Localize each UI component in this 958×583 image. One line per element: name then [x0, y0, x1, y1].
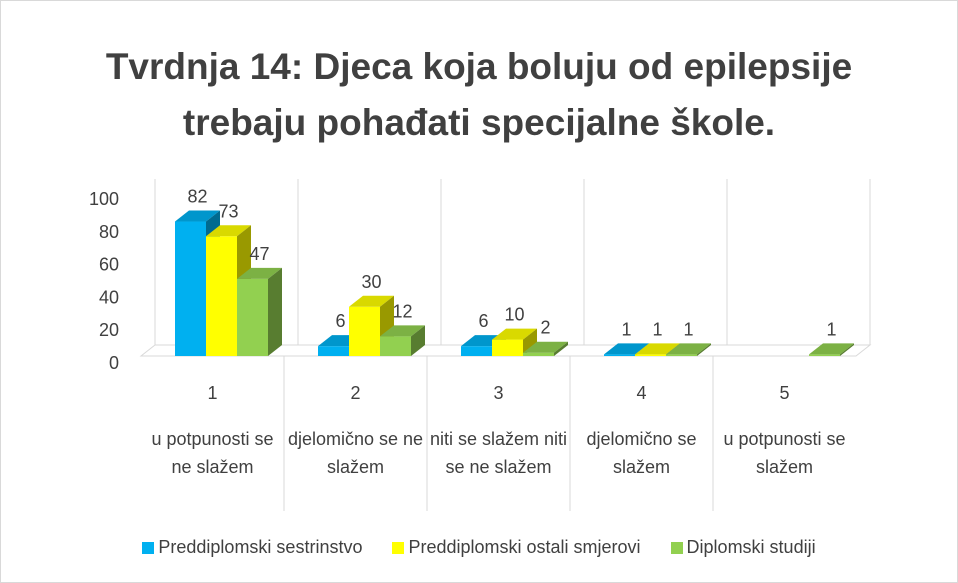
bar-front — [461, 346, 492, 356]
legend-label: Preddiplomski sestrinstvo — [158, 537, 363, 557]
bar-top — [492, 328, 537, 340]
bar-top — [380, 325, 425, 337]
data-label: 82 — [187, 187, 207, 207]
category-description: u potpunosti se ne slažem — [151, 429, 274, 477]
bar-front — [206, 236, 237, 356]
category-description: u potpunosti se slažem — [723, 429, 846, 477]
bar-front — [604, 354, 635, 356]
x-tick-label: 1 — [207, 383, 218, 403]
y-tick-label: 40 — [99, 287, 119, 307]
bar-front — [349, 306, 380, 356]
x-tick-label: 4 — [636, 383, 647, 403]
bar-front — [492, 339, 523, 356]
data-label: 47 — [249, 244, 269, 264]
bar-top — [175, 210, 220, 222]
legend-swatch — [142, 541, 155, 554]
bar-side — [840, 343, 854, 356]
data-label: 1 — [621, 319, 631, 339]
legend-label: Diplomski studiji — [686, 537, 816, 557]
bar-top — [237, 267, 282, 279]
bar-top — [809, 343, 854, 355]
legend-swatch — [670, 541, 683, 554]
category-description: djelomično se ne slažem — [287, 429, 424, 477]
bar — [666, 343, 711, 356]
legend-item: Preddiplomski sestrinstvo — [142, 537, 362, 558]
bar — [523, 341, 568, 356]
y-tick-label: 20 — [99, 320, 119, 340]
bar-front — [237, 278, 268, 356]
data-label: 73 — [218, 201, 238, 221]
bar-top — [604, 343, 649, 355]
bar — [809, 343, 854, 356]
y-tick-label: 0 — [109, 353, 119, 373]
y-tick-label: 60 — [99, 255, 119, 275]
legend-item: Preddiplomski ostali smjerovi — [392, 537, 641, 558]
bar-side — [523, 328, 537, 356]
bar-side — [411, 325, 425, 356]
bar-top — [206, 225, 251, 237]
bar-top — [666, 343, 711, 355]
y-tick-label: 80 — [99, 222, 119, 242]
chart-title: Tvrdnja 14: Djeca koja boluju od epileps… — [105, 46, 853, 143]
bar — [492, 328, 537, 356]
legend: Preddiplomski sestrinstvo Preddiplomski o… — [1, 537, 957, 558]
data-label: 1 — [652, 319, 662, 339]
bar — [380, 325, 425, 356]
bar-side — [554, 341, 568, 356]
bar-top — [635, 343, 680, 355]
bar-front — [635, 354, 666, 356]
bar-top — [349, 295, 394, 307]
bar-front — [175, 221, 206, 356]
bar-front — [809, 354, 840, 356]
data-label: 1 — [826, 319, 836, 339]
legend-item: Diplomski studiji — [670, 537, 816, 558]
data-label: 2 — [540, 318, 550, 338]
bar-front — [380, 336, 411, 356]
category-description: niti se slažem niti se ne slažem — [429, 429, 568, 477]
data-label: 1 — [683, 319, 693, 339]
x-tick-label: 5 — [779, 383, 790, 403]
x-tick-label: 3 — [493, 383, 504, 403]
bar-side — [268, 267, 282, 356]
bar-front — [318, 346, 349, 356]
data-label: 6 — [478, 311, 488, 331]
y-tick-label: 100 — [89, 189, 119, 209]
data-label: 6 — [335, 311, 345, 331]
legend-swatch — [392, 541, 405, 554]
category-description: djelomično se slažem — [586, 429, 697, 477]
bar-top — [523, 341, 568, 353]
bar-front — [523, 352, 554, 356]
data-label: 30 — [361, 272, 381, 292]
data-label: 10 — [504, 305, 524, 325]
legend-label: Preddiplomski ostali smjerovi — [408, 537, 641, 557]
x-tick-label: 2 — [350, 383, 361, 403]
bar-front — [666, 354, 697, 356]
bar — [237, 267, 282, 356]
data-label: 12 — [392, 301, 412, 321]
bar-side — [697, 343, 711, 356]
